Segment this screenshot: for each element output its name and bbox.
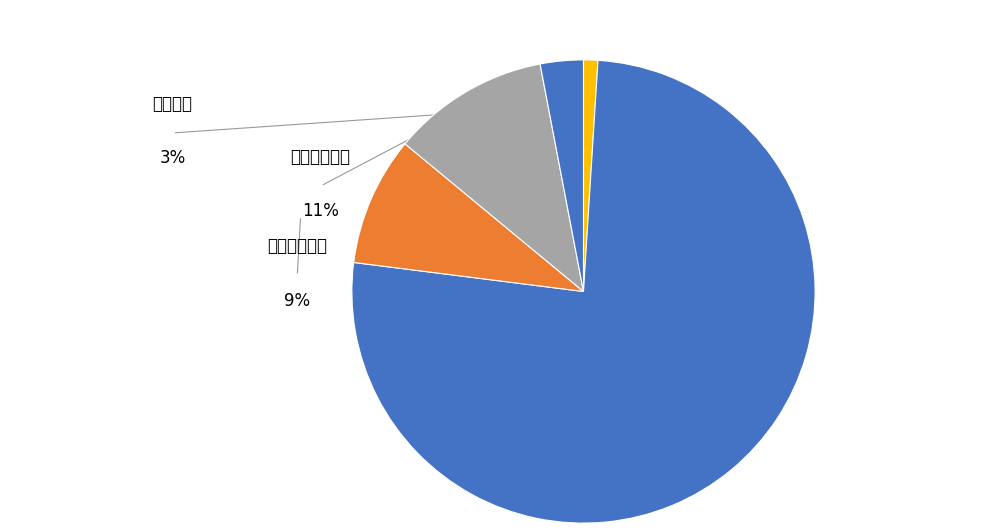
Text: 緊急帝王切開: 緊急帝王切開 xyxy=(291,148,351,165)
Text: 76%: 76% xyxy=(654,364,691,382)
Text: 3%: 3% xyxy=(159,149,186,167)
Text: 1%: 1% xyxy=(674,153,700,171)
Text: 経腟分娩: 経腟分娩 xyxy=(652,335,692,354)
Wedge shape xyxy=(583,60,598,292)
Text: その他: その他 xyxy=(672,99,702,117)
Text: 9%: 9% xyxy=(285,292,310,310)
Wedge shape xyxy=(354,144,583,292)
Text: どのような出産方法でしたか: どのような出産方法でしたか xyxy=(468,92,642,112)
Wedge shape xyxy=(352,60,815,523)
Text: 予定帝王切開: 予定帝王切開 xyxy=(268,237,327,255)
Text: 11%: 11% xyxy=(302,202,339,220)
Wedge shape xyxy=(405,64,583,292)
Wedge shape xyxy=(540,60,583,292)
Text: 無痛分娩: 無痛分娩 xyxy=(153,94,192,112)
